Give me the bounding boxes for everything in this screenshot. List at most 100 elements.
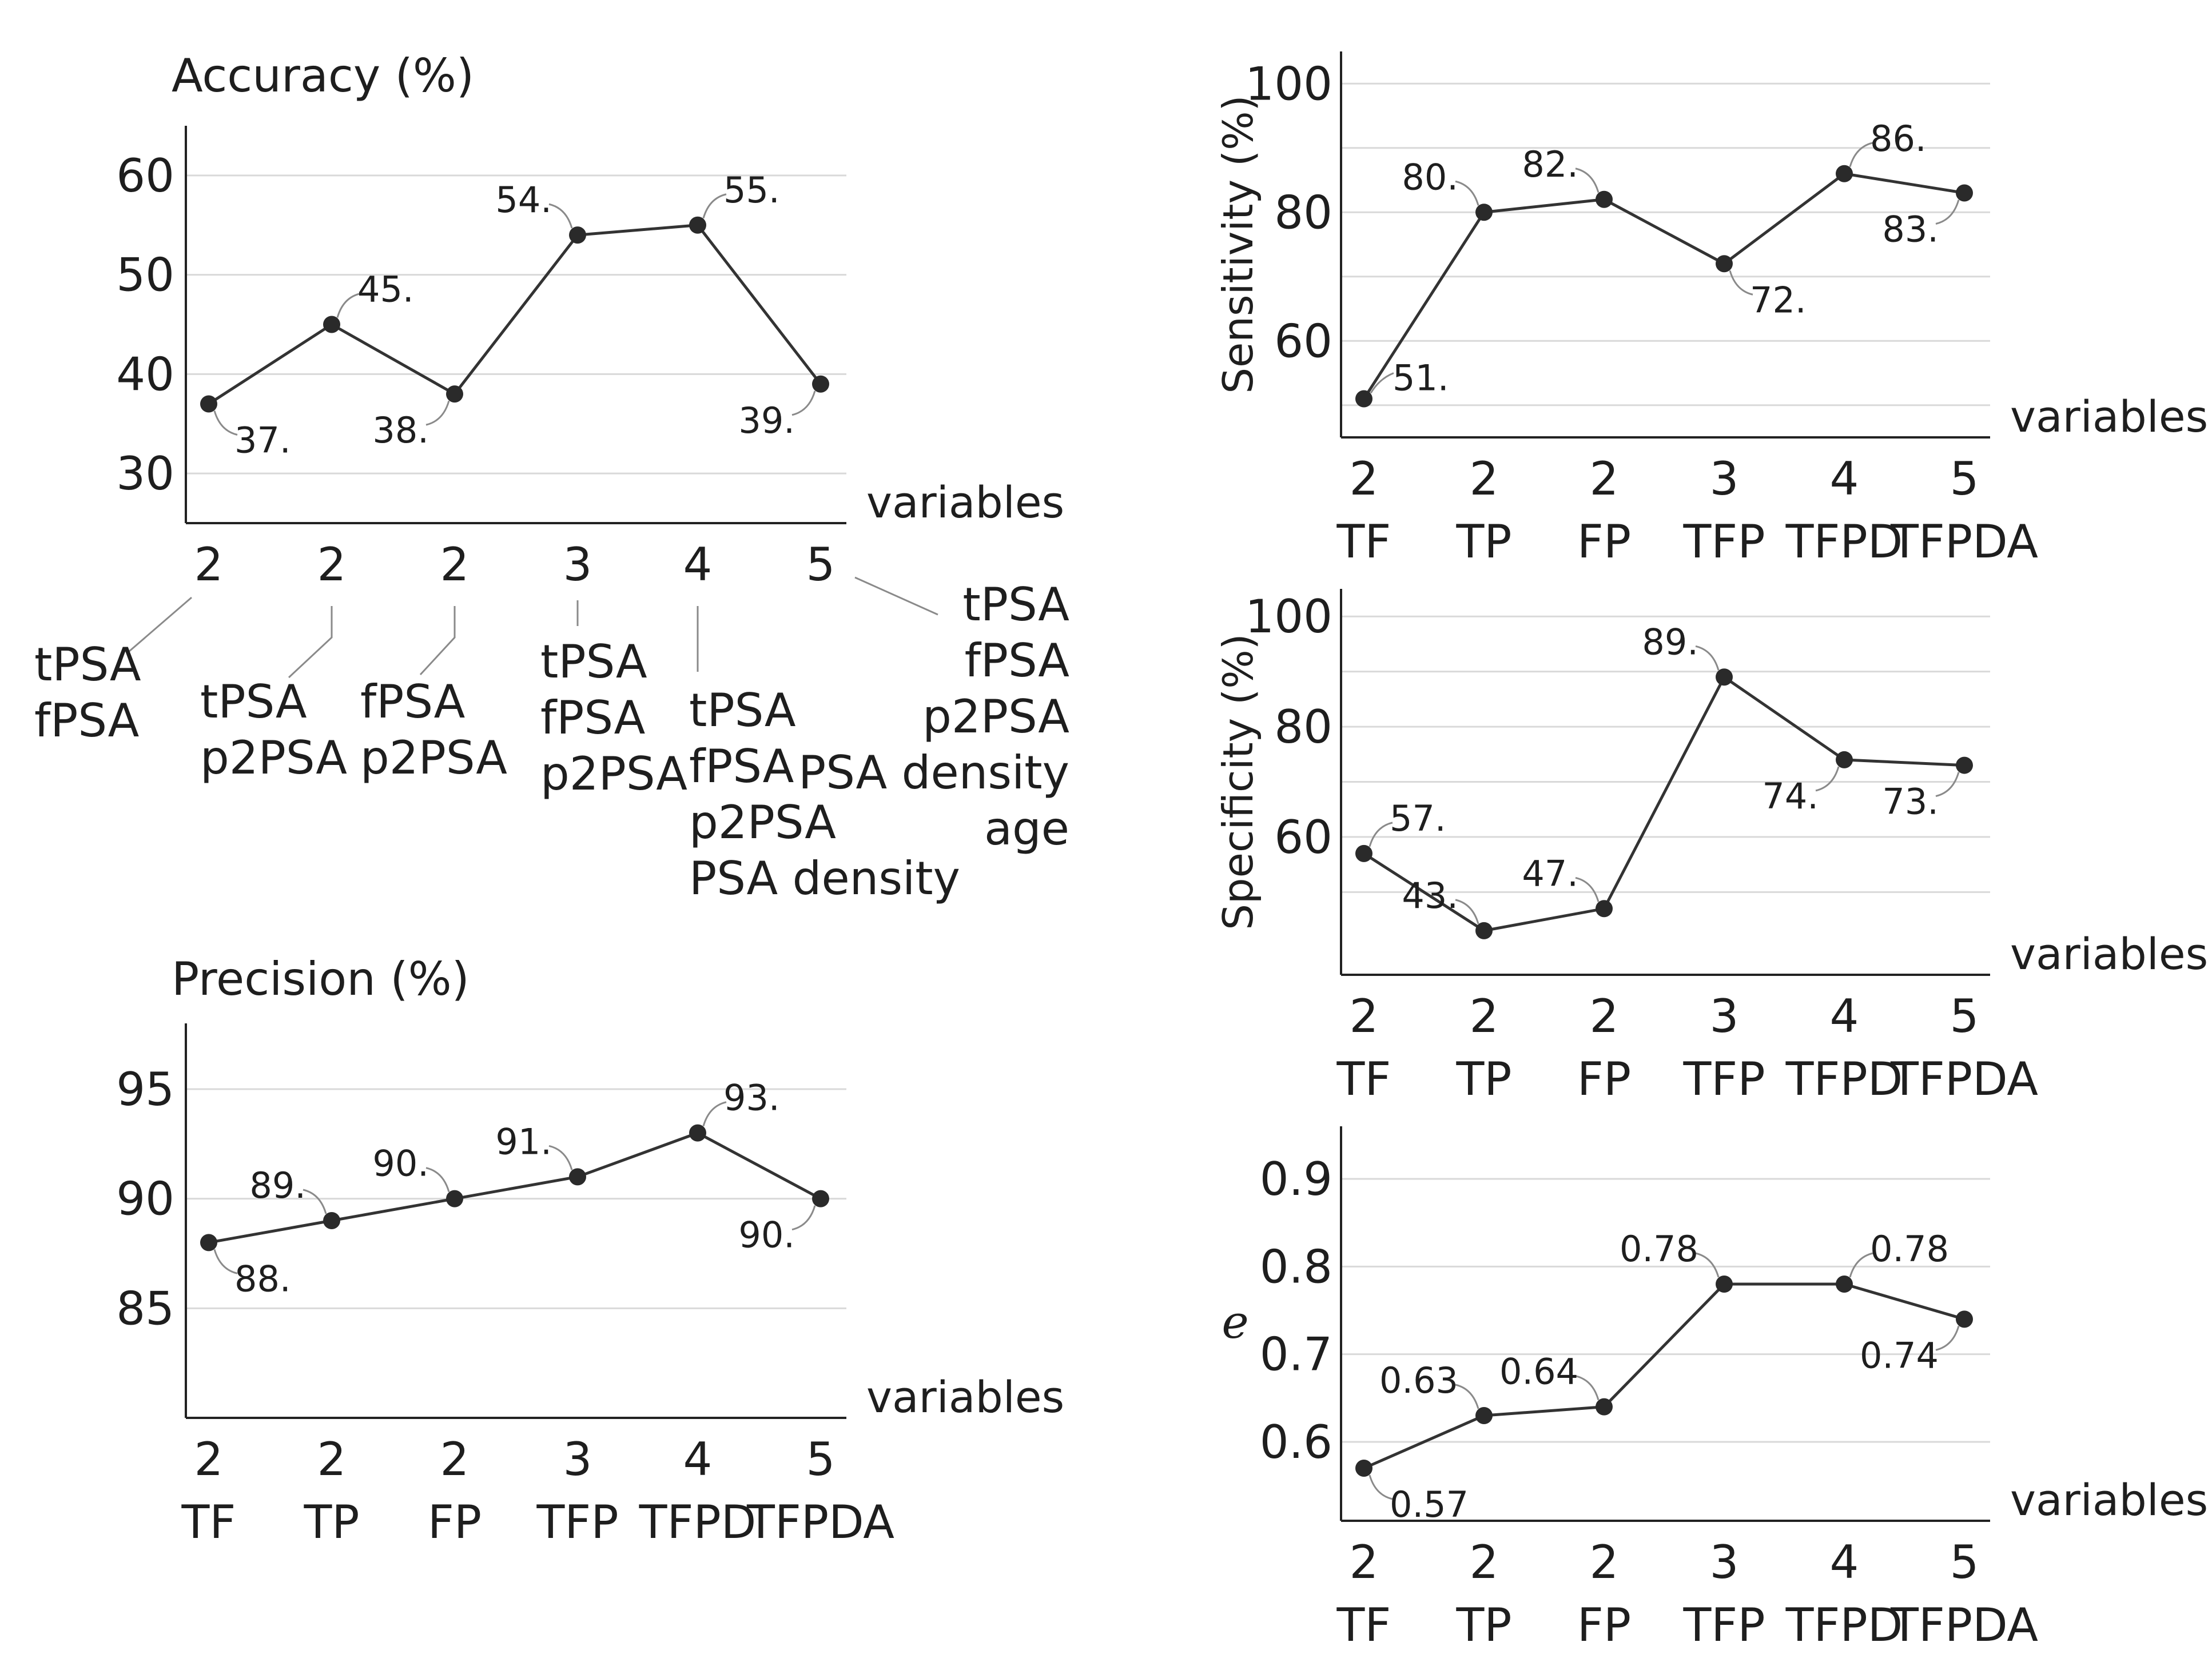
data-point xyxy=(689,216,706,234)
data-point xyxy=(1836,751,1853,768)
y-tick-label: 50 xyxy=(116,249,174,302)
data-label: 57. xyxy=(1390,798,1446,839)
data-label-leader xyxy=(336,293,361,318)
variable-description-label: p2PSA xyxy=(200,731,347,784)
data-label: 55. xyxy=(723,169,780,211)
x-tick-label: 2 xyxy=(194,538,224,591)
chart-title: Accuracy (%) xyxy=(172,49,474,102)
x-subcategory-label: TFPD xyxy=(1785,1053,1903,1106)
chart-specificity: 60 80 100 variables Specificity (%) 2 TF 2 TP 2 FP… xyxy=(1214,589,2208,1106)
x-tick-label: 2 xyxy=(1590,990,1619,1043)
y-tick-label: 80 xyxy=(1274,700,1332,754)
x-subcategory-label: TFP xyxy=(1682,1053,1765,1106)
series-line xyxy=(208,1131,822,1244)
data-label: 0.78 xyxy=(1870,1228,1949,1270)
data-label: 47. xyxy=(1522,852,1578,894)
series-line xyxy=(208,224,822,405)
x-subcategory-label: TFP xyxy=(1682,1599,1765,1652)
x-tick-label: 2 xyxy=(1470,1536,1499,1589)
x-subcategory-label: FP xyxy=(1577,1053,1631,1106)
data-label: 38. xyxy=(372,409,429,451)
x-subcategory-label: TFPD xyxy=(639,1496,757,1549)
x-axis-title: variables xyxy=(2010,391,2208,442)
data-label-leader xyxy=(1935,200,1960,225)
variable-description-label: fPSA xyxy=(34,694,140,747)
data-point xyxy=(323,316,340,333)
data-label: 43. xyxy=(1402,875,1458,916)
data-point xyxy=(1716,1276,1733,1293)
x-tick-label: 5 xyxy=(1950,1536,1979,1589)
chart-title: Precision (%) xyxy=(172,952,470,1006)
data-point xyxy=(1475,922,1493,939)
data-label: 89. xyxy=(249,1165,306,1206)
x-subcategory-label: TP xyxy=(1455,1599,1511,1652)
x-axis-title: variables xyxy=(866,1372,1064,1422)
data-label-leader xyxy=(702,193,727,219)
variable-description-label: tPSA xyxy=(200,675,307,728)
x-tick-label: 4 xyxy=(683,538,713,591)
x-subcategory-label: TF xyxy=(1336,1053,1391,1106)
x-tick-label: 5 xyxy=(806,1433,836,1486)
data-label-leader xyxy=(1815,766,1840,792)
x-subcategory-label: TF xyxy=(1336,515,1391,568)
data-label: 90. xyxy=(738,1214,795,1256)
data-label-leader xyxy=(1455,180,1479,206)
x-tick-label: 2 xyxy=(317,538,347,591)
x-subcategory-label: TFPDA xyxy=(1890,1053,2038,1106)
x-subcategory-label: TFP xyxy=(536,1496,618,1549)
data-label: 72. xyxy=(1750,279,1807,321)
x-tick-label: 2 xyxy=(440,538,470,591)
data-point xyxy=(200,1234,217,1252)
data-point xyxy=(812,1190,829,1207)
data-label: 51. xyxy=(1393,357,1449,399)
description-leader-line xyxy=(854,576,938,616)
x-tick-label: 2 xyxy=(1350,990,1379,1043)
y-tick-label: 60 xyxy=(1274,811,1332,864)
variable-description-label: fPSA xyxy=(360,675,466,728)
data-point xyxy=(200,395,217,413)
data-label: 82. xyxy=(1522,144,1578,185)
data-point xyxy=(812,375,829,393)
data-point xyxy=(1836,165,1853,182)
variable-description-label: PSA density xyxy=(689,852,960,905)
data-label: 0.74 xyxy=(1860,1334,1939,1376)
x-tick-label: 2 xyxy=(1470,452,1499,505)
data-label: 0.57 xyxy=(1390,1484,1469,1525)
x-subcategory-label: TFPDA xyxy=(746,1496,894,1549)
x-subcategory-label: FP xyxy=(1577,515,1631,568)
y-tick-label: 85 xyxy=(116,1282,174,1335)
data-point xyxy=(1596,900,1613,918)
data-label-leader xyxy=(1849,142,1873,168)
data-label: 86. xyxy=(1870,118,1927,160)
data-label: 93. xyxy=(723,1077,780,1119)
variable-description-label: tPSA xyxy=(34,638,141,691)
data-point xyxy=(1475,1407,1493,1424)
variable-description-label: fPSA xyxy=(540,691,646,744)
x-subcategory-label: TP xyxy=(303,1496,359,1549)
y-tick-label: 100 xyxy=(1245,590,1332,643)
data-point xyxy=(1355,390,1372,408)
y-tick-label: 100 xyxy=(1245,57,1332,110)
data-label-leader xyxy=(425,1167,450,1193)
data-label: 39. xyxy=(738,400,795,441)
data-point xyxy=(569,1168,586,1186)
variable-description-label: tPSA xyxy=(689,684,796,737)
data-point xyxy=(1956,1310,1973,1328)
x-tick-label: 2 xyxy=(440,1433,470,1486)
data-point xyxy=(569,226,586,244)
data-label: 73. xyxy=(1882,781,1939,823)
variable-description-label: tPSA xyxy=(962,578,1069,631)
y-tick-label: 30 xyxy=(116,447,174,500)
x-subcategory-label: TP xyxy=(1455,515,1511,568)
x-tick-label: 3 xyxy=(563,1433,592,1486)
chart-sensitivity: 60 80 100 variables Sensitivity (%) 2 TF 2 TP 2 FP… xyxy=(1214,51,2208,568)
x-tick-label: 2 xyxy=(1590,452,1619,505)
data-label-leader xyxy=(791,390,816,416)
series-line xyxy=(1363,1282,1965,1470)
variable-description-label: p2PSA xyxy=(689,796,836,849)
data-label-leader xyxy=(1729,270,1753,296)
data-label: 74. xyxy=(1762,775,1819,817)
x-tick-label: 4 xyxy=(1830,1536,1859,1589)
